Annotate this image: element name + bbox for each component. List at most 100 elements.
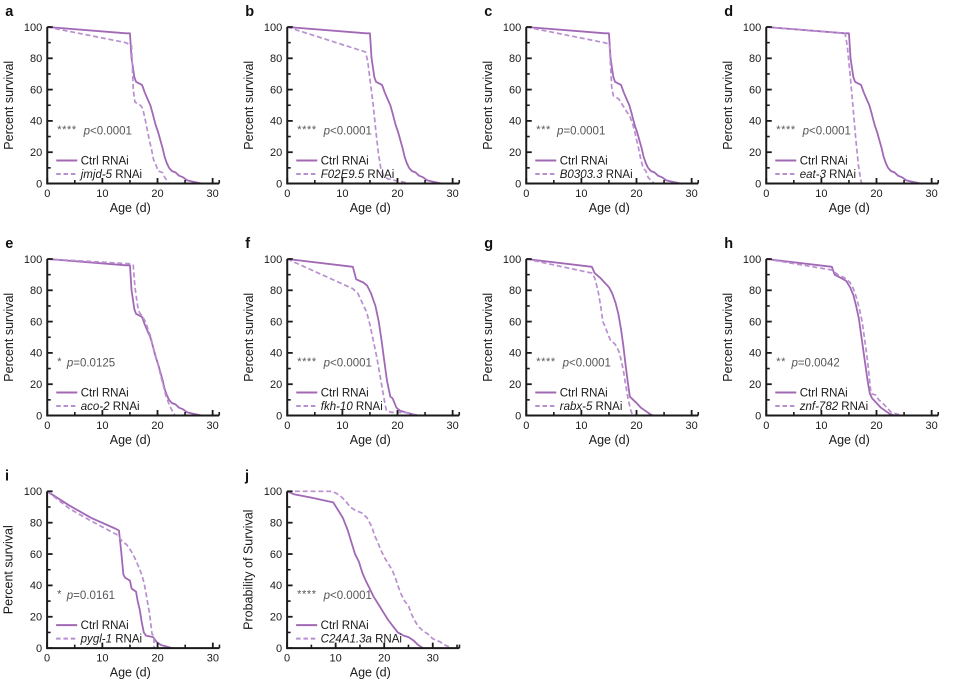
significance-stars: ****: [297, 589, 317, 601]
curves: [47, 26, 202, 185]
axes: 0 20 40 60 80 100 0 10 20 30: [503, 254, 700, 432]
y-axis-title: Percent survival: [2, 293, 16, 382]
legend-label: Ctrl RNAi: [799, 387, 847, 399]
x-tick-label: 10: [96, 420, 108, 432]
series-ctrl: [286, 490, 424, 649]
y-axis-title: Probability of Survival: [241, 510, 255, 630]
x-axis-title: Age (d): [589, 201, 630, 215]
y-tick-label: 60: [270, 84, 282, 96]
y-tick-label: 40: [749, 116, 761, 128]
legend: Ctrl RNAi eat-3 RNAi: [774, 155, 856, 181]
curves: [47, 258, 202, 417]
legend-label: Ctrl RNAi: [560, 387, 608, 399]
x-tick-label: 10: [336, 420, 348, 432]
p-value-text: p<0.0001: [83, 126, 132, 138]
p-value-text: p=0.0161: [66, 590, 115, 602]
x-tick-label: 30: [207, 188, 219, 200]
y-tick-label: 60: [30, 316, 42, 328]
significance-annotation: **** p<0.0001: [297, 124, 372, 138]
legend-label: Ctrl RNAi: [81, 155, 129, 167]
panel-f: f 0 20 40 60 80 100 0 10 20 30 Age (d) Percent survi…: [240, 232, 480, 464]
significance-stars: ****: [297, 124, 317, 136]
legend-label: eat-3 RNAi: [799, 169, 855, 181]
y-tick-label: 20: [30, 379, 42, 391]
survival-chart-c: c 0 20 40 60 80 100 0 10 20 30 Age (d) Percent survi…: [481, 4, 700, 215]
y-tick-label: 0: [276, 410, 282, 422]
panel-letter: g: [484, 236, 493, 252]
y-axis-title: Percent survival: [481, 61, 495, 150]
x-tick-label: 0: [284, 420, 290, 432]
y-tick-label: 40: [509, 348, 521, 360]
legend: Ctrl RNAi rabx-5 RNAi: [535, 387, 622, 413]
p-value-text: p<0.0001: [322, 126, 371, 138]
legend-label: aco-2 RNAi: [81, 401, 140, 413]
x-tick-label: 30: [686, 420, 698, 432]
legend-label: znf-782 RNAi: [798, 401, 867, 413]
y-axis-title: Percent survival: [481, 293, 495, 382]
x-tick-label: 0: [44, 188, 50, 200]
significance-annotation: **** p<0.0001: [536, 356, 611, 370]
y-axis-title: Percent survival: [2, 525, 16, 614]
y-tick-label: 100: [24, 254, 42, 266]
significance-stars: **: [776, 356, 786, 368]
significance-annotation: **** p<0.0001: [776, 124, 851, 138]
y-tick-label: 20: [270, 147, 282, 159]
x-tick-label: 30: [925, 188, 937, 200]
y-tick-label: 100: [24, 486, 42, 498]
legend: Ctrl RNAi B0303.3 RNAi: [535, 155, 633, 181]
survival-chart-i: i 0 20 40 60 80 100 0 10 20 30 Age (d) Percent survi…: [2, 468, 221, 680]
y-tick-label: 80: [30, 517, 42, 529]
legend: Ctrl RNAi F02E9.5 RNAi: [295, 155, 394, 181]
y-tick-label: 60: [30, 549, 42, 561]
p-value-text: p=0.0001: [556, 126, 605, 138]
x-tick-label: 20: [870, 420, 882, 432]
y-axis-title: Percent survival: [720, 61, 734, 150]
y-tick-label: 60: [270, 316, 282, 328]
x-tick-label: 30: [446, 188, 458, 200]
significance-annotation: * p=0.0161: [57, 589, 115, 603]
y-tick-label: 60: [509, 84, 521, 96]
y-tick-label: 40: [30, 116, 42, 128]
x-tick-label: 0: [44, 420, 50, 432]
x-tick-label: 0: [763, 188, 769, 200]
y-tick-label: 60: [749, 316, 761, 328]
series-rnai: [526, 26, 655, 185]
y-axis-title: Percent survival: [2, 61, 16, 150]
x-tick-label: 0: [284, 188, 290, 200]
x-tick-label: 10: [336, 188, 348, 200]
axes: 0 20 40 60 80 100 0 10 20 30: [742, 22, 939, 200]
x-axis-title: Age (d): [828, 433, 869, 447]
legend-label: Ctrl RNAi: [320, 387, 368, 399]
p-value-text: p=0.0125: [66, 358, 115, 370]
axes: 0 20 40 60 80 100 0 10 20 30: [503, 22, 700, 200]
panel-letter: e: [5, 236, 13, 252]
curves: [526, 26, 681, 185]
series-rnai: [765, 258, 903, 417]
y-tick-label: 40: [509, 116, 521, 128]
legend-label: jmjd-5 RNAi: [79, 169, 142, 181]
legend-label: Ctrl RNAi: [320, 155, 368, 167]
x-tick-label: 20: [391, 420, 403, 432]
x-axis-title: Age (d): [110, 201, 151, 215]
y-tick-label: 80: [749, 53, 761, 65]
panel-h: h 0 20 40 60 80 100 0 10 20 30 Age (d) Percent survi…: [719, 232, 958, 464]
curves: [765, 258, 903, 417]
survival-chart-b: b 0 20 40 60 80 100 0 10 20 30 Age (d) Percent survi…: [241, 4, 460, 215]
legend-label: rabx-5 RNAi: [560, 401, 623, 413]
significance-stars: ****: [776, 124, 796, 136]
panel-g: g 0 20 40 60 80 100 0 10 20 30 Age (d) Percent survi…: [479, 232, 719, 464]
panel-letter: i: [5, 468, 9, 484]
y-tick-label: 0: [515, 410, 521, 422]
axes: 0 20 40 60 80 100 0 10 20 30: [263, 22, 460, 200]
x-tick-label: 10: [575, 420, 587, 432]
x-tick-label: 30: [426, 653, 438, 665]
y-tick-label: 80: [30, 285, 42, 297]
x-tick-label: 20: [870, 188, 882, 200]
y-tick-label: 80: [749, 285, 761, 297]
y-tick-label: 60: [30, 84, 42, 96]
p-value-text: p<0.0001: [322, 590, 371, 602]
axes: 0 20 40 60 80 100 0 10 20 30: [263, 254, 460, 432]
panel-e: e 0 20 40 60 80 100 0 10 20 30 Age (d) Percent survi…: [0, 232, 240, 464]
legend: Ctrl RNAi C24A1.3a RNAi: [295, 620, 401, 646]
legend-label: Ctrl RNAi: [799, 155, 847, 167]
